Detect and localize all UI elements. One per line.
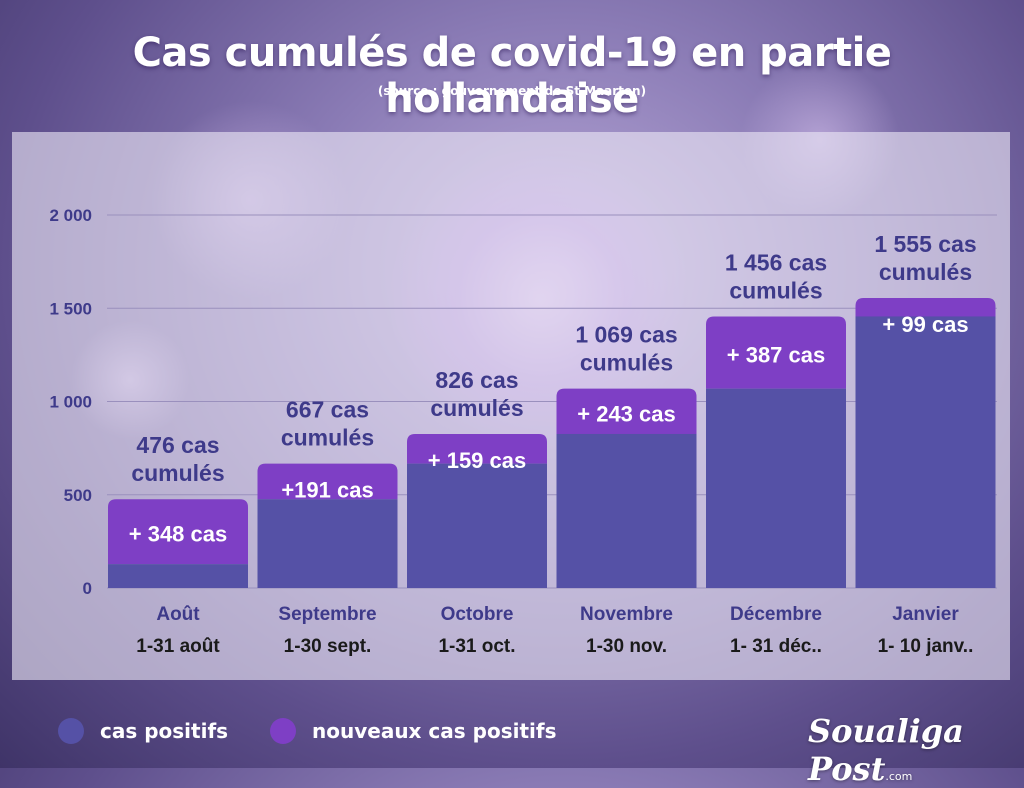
x-tick-label: Décembre (730, 604, 822, 625)
brand-logo: Soualiga Post.com (808, 712, 1024, 788)
data-label-new-cases: + 348 cas (129, 522, 227, 547)
legend-label-cas-positifs: cas positifs (100, 719, 229, 743)
bar-nouveaux-cas (257, 463, 398, 500)
bar-nouveaux-cas (108, 499, 248, 565)
data-label-total-suffix: cumulés (580, 350, 673, 376)
data-label-new-cases: + 99 cas (882, 312, 968, 337)
data-label-total: 476 cas (136, 432, 219, 458)
y-tick-label: 2 000 (49, 206, 92, 225)
data-label-total: 1 069 cas (575, 322, 677, 348)
y-tick-label: 1 500 (49, 299, 92, 318)
legend-item-cas-positifs: cas positifs (58, 718, 228, 744)
x-tick-label: Novembre (580, 604, 673, 625)
legend-swatch-nouveaux-cas (270, 718, 296, 744)
data-label-new-cases: +191 cas (281, 478, 373, 503)
x-tick-label: Septembre (278, 604, 376, 625)
bar-cas-positifs (108, 564, 248, 588)
data-label-total: 1 456 cas (725, 249, 827, 275)
data-label-new-cases: + 159 cas (428, 448, 526, 473)
x-date-range-label: 1- 10 janv.. (878, 636, 974, 657)
brand-suffix: .com (885, 770, 913, 783)
bar-cas-positifs (556, 433, 697, 588)
x-tick-label: Janvier (892, 604, 959, 625)
chart-title: Cas cumulés de covid-19 en partie hollan… (132, 30, 892, 122)
bar-nouveaux-cas (556, 388, 697, 434)
bar-cas-positifs (855, 316, 996, 588)
data-label-total-suffix: cumulés (281, 425, 374, 451)
bar-nouveaux-cas (706, 316, 846, 389)
y-tick-label: 500 (64, 486, 92, 505)
legend-label-nouveaux-cas: nouveaux cas positifs (312, 719, 557, 743)
x-tick-label: Octobre (441, 604, 514, 625)
x-date-range-label: 1-30 sept. (284, 636, 372, 657)
y-tick-label: 0 (83, 579, 92, 598)
x-date-range-label: 1- 31 déc.. (730, 636, 822, 657)
bar-nouveaux-cas (855, 297, 996, 317)
chart-panel: 0 500 1 000 1 500 2 000 + 348 cas 476 cas cumul… (12, 132, 1010, 680)
x-date-range-label: 1-30 nov. (586, 636, 667, 657)
x-date-range-label: 1-31 août (136, 636, 220, 657)
bar-cas-positifs (257, 499, 398, 588)
data-label-total-suffix: cumulés (879, 259, 972, 285)
data-label-total: 667 cas (286, 397, 369, 423)
data-label-total: 1 555 cas (874, 231, 976, 257)
x-date-range-label: 1-31 oct. (438, 636, 515, 657)
legend-swatch-cas-positifs (58, 718, 84, 744)
data-label-new-cases: + 243 cas (577, 401, 675, 426)
bar-nouveaux-cas (407, 433, 547, 464)
chart-subtitle: (source : gouvernement de St Maarten) (377, 84, 647, 98)
legend-item-nouveaux-cas: nouveaux cas positifs (270, 718, 556, 744)
data-label-total: 826 cas (435, 367, 518, 393)
data-label-new-cases: + 387 cas (727, 343, 825, 368)
bar-cas-positifs (706, 388, 846, 588)
y-tick-label: 1 000 (49, 393, 92, 412)
x-tick-label: Août (156, 604, 200, 625)
data-label-total-suffix: cumulés (729, 277, 822, 303)
data-label-total-suffix: cumulés (131, 460, 224, 486)
data-label-total-suffix: cumulés (430, 395, 523, 421)
bar-cas-positifs (407, 463, 547, 588)
